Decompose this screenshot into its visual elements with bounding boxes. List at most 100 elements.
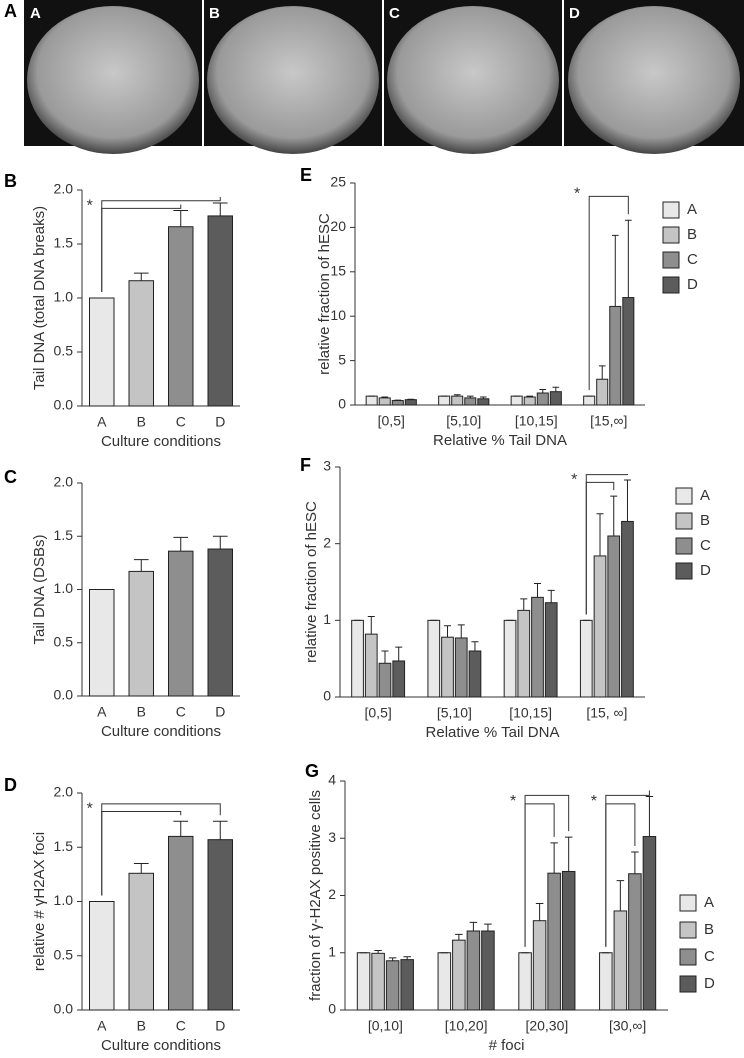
photo-panel: A A B C D bbox=[4, 0, 744, 154]
bar bbox=[583, 395, 596, 406]
bar bbox=[547, 872, 561, 1011]
bar bbox=[613, 910, 628, 1011]
legend-label: B bbox=[700, 512, 710, 529]
y-tick-label: 15 bbox=[330, 263, 346, 279]
legend-swatch bbox=[675, 537, 693, 555]
bar bbox=[579, 619, 593, 698]
x-tick-label: [0,5] bbox=[365, 705, 392, 721]
panel-label: B bbox=[4, 171, 17, 191]
bar bbox=[464, 397, 477, 406]
y-tick-label: 0.5 bbox=[54, 343, 74, 359]
x-tick-label: [20,30] bbox=[525, 1018, 568, 1034]
bar bbox=[89, 901, 115, 1011]
significance-bracket bbox=[588, 195, 629, 391]
error-bar bbox=[133, 863, 149, 874]
bar bbox=[392, 660, 406, 698]
bar bbox=[503, 619, 517, 698]
y-tick-label: 0.5 bbox=[54, 946, 74, 962]
legend-swatch bbox=[675, 562, 693, 580]
error-bar bbox=[133, 272, 149, 281]
error-bar bbox=[484, 923, 492, 931]
error-bar bbox=[133, 559, 149, 572]
y-tick-label: 3 bbox=[328, 829, 336, 845]
legend-swatch bbox=[662, 226, 680, 244]
y-tick-label: 1.0 bbox=[54, 289, 74, 305]
y-tick-label: 2.0 bbox=[54, 474, 74, 490]
bar bbox=[89, 589, 115, 697]
bar bbox=[441, 636, 454, 698]
legend-swatch bbox=[679, 894, 697, 912]
error-bar bbox=[395, 646, 403, 661]
bar bbox=[607, 535, 621, 698]
dish bbox=[568, 6, 740, 154]
y-tick-label: 1.5 bbox=[54, 838, 74, 854]
bar bbox=[468, 650, 482, 698]
x-tick-label: B bbox=[137, 704, 146, 720]
error-bar bbox=[403, 956, 411, 960]
y-tick-label: 1 bbox=[328, 943, 336, 959]
legend-label: C bbox=[700, 537, 711, 554]
error-bar bbox=[471, 641, 479, 651]
bar bbox=[364, 633, 378, 698]
error-bar bbox=[212, 202, 228, 216]
y-tick-label: 1.5 bbox=[54, 235, 74, 251]
significance-mark: * bbox=[87, 198, 93, 215]
legend-label: B bbox=[687, 226, 697, 243]
y-tick-label: 1.0 bbox=[54, 892, 74, 908]
x-tick-label: [10,20] bbox=[445, 1018, 488, 1034]
legend-label: D bbox=[704, 975, 715, 992]
bar bbox=[427, 619, 441, 698]
legend-label: A bbox=[687, 201, 697, 218]
bar bbox=[168, 226, 194, 407]
y-tick-label: 0.0 bbox=[54, 687, 74, 703]
error-bar bbox=[550, 842, 558, 874]
x-tick-label: D bbox=[215, 414, 225, 430]
bar bbox=[454, 637, 468, 698]
x-axis-label: # foci bbox=[489, 1037, 525, 1054]
legend-swatch bbox=[662, 251, 680, 269]
x-tick-label: [5,10] bbox=[446, 413, 481, 429]
panel-label: C bbox=[4, 467, 17, 487]
legend-label: C bbox=[687, 251, 698, 268]
dish bbox=[207, 6, 379, 154]
x-tick-label: [10,15] bbox=[515, 413, 558, 429]
x-tick-label: [0,5] bbox=[378, 413, 405, 429]
bar bbox=[385, 960, 400, 1011]
x-tick-label: C bbox=[176, 1018, 186, 1034]
x-tick-label: [30,∞] bbox=[609, 1018, 646, 1034]
panel-label: F bbox=[300, 455, 311, 475]
bar bbox=[207, 839, 233, 1011]
error-bar bbox=[212, 820, 228, 840]
error-bar bbox=[381, 650, 389, 664]
error-bar bbox=[466, 395, 474, 398]
bar bbox=[549, 391, 562, 406]
x-tick-label: [10,15] bbox=[509, 705, 552, 721]
bar bbox=[207, 548, 233, 697]
x-tick-label: D bbox=[215, 704, 225, 720]
error-bar bbox=[533, 583, 542, 598]
bar bbox=[531, 596, 544, 698]
error-bar bbox=[455, 933, 463, 941]
error-bar bbox=[453, 394, 461, 397]
x-tick-label: C bbox=[176, 704, 186, 720]
legend-swatch bbox=[662, 276, 680, 294]
significance-mark: * bbox=[591, 793, 597, 810]
y-tick-label: 3 bbox=[323, 458, 331, 474]
dish bbox=[27, 6, 199, 154]
significance-mark: * bbox=[510, 793, 516, 810]
photo-label: D bbox=[569, 5, 580, 22]
error-bar bbox=[552, 386, 560, 392]
bar bbox=[536, 392, 549, 406]
photo-label: A bbox=[30, 5, 41, 22]
bar bbox=[404, 399, 417, 406]
x-axis-label: Culture conditions bbox=[101, 433, 221, 450]
significance-mark: * bbox=[87, 801, 93, 818]
bar bbox=[351, 619, 364, 698]
bar bbox=[510, 395, 523, 406]
legend-swatch bbox=[679, 948, 697, 966]
bar bbox=[477, 398, 490, 406]
x-tick-label: B bbox=[137, 414, 146, 430]
error-bar bbox=[388, 957, 397, 961]
y-axis-label: Tail DNA (DSBs) bbox=[31, 534, 48, 644]
y-axis-label: relative fraction of hESC bbox=[316, 213, 333, 375]
